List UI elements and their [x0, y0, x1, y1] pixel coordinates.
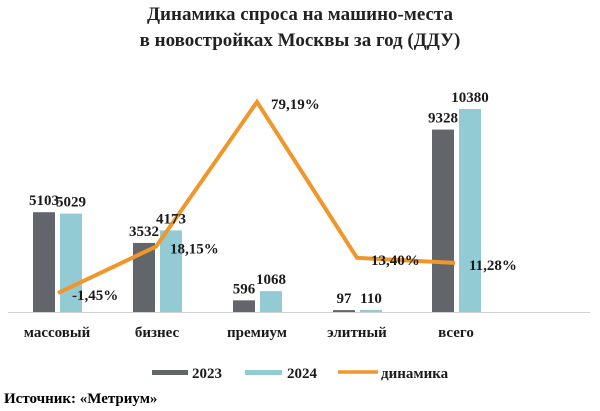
bar-2024-4	[459, 109, 481, 312]
source-note: Источник: «Метриум»	[4, 391, 157, 407]
category-label: бизнес	[135, 325, 180, 341]
chart-title-line-1: Динамика спроса на машино-места	[147, 4, 454, 25]
line-layer	[57, 98, 456, 295]
legend-label-2024: 2024	[287, 366, 318, 382]
bar-value-label: 596	[233, 281, 256, 297]
bar-value-label: 10380	[451, 90, 489, 106]
legend-label-dynamics: динамика	[381, 366, 449, 382]
category-label: премиум	[227, 325, 287, 341]
bar-2023-3	[333, 310, 355, 312]
category-labels: массовый бизнес премиум элитный всего	[24, 325, 474, 341]
bar-2024-3	[360, 309, 382, 312]
bar-value-label: 4173	[156, 211, 186, 227]
dynamics-value-label: 11,28%	[469, 258, 517, 274]
category-label: всего	[438, 325, 474, 341]
bars-layer	[33, 109, 481, 312]
bar-2023-4	[432, 129, 454, 312]
bar-value-label: 97	[337, 291, 353, 307]
category-label: массовый	[24, 325, 91, 341]
bar-value-label: 110	[360, 291, 382, 307]
dynamics-value-label: 79,19%	[271, 97, 320, 113]
dynamics-value-label: 18,15%	[170, 242, 219, 258]
category-label: элитный	[327, 325, 387, 341]
chart-title-line-2: в новостройках Москвы за год (ДДУ)	[140, 30, 461, 51]
bar-2023-0	[33, 212, 55, 312]
dynamics-value-label: 13,40%	[371, 253, 420, 269]
bar-value-label: 1068	[256, 272, 286, 288]
legend-label-2023: 2023	[192, 366, 222, 382]
legend-swatch-2024	[245, 370, 282, 375]
bar-2024-1	[160, 230, 182, 312]
bar-value-label: 5029	[56, 195, 86, 211]
bar-value-label: 9328	[428, 111, 458, 127]
bar-2023-1	[133, 242, 155, 312]
bar-2024-2	[260, 291, 282, 312]
labels-layer: 5103 3532 596 97 9328 5029 4173 1068 110 10380 -1,…	[29, 90, 517, 307]
bar-value-label: 3532	[129, 224, 159, 240]
legend-swatch-2023	[152, 370, 188, 375]
bar-value-label: 5103	[29, 193, 59, 209]
dynamics-value-label: -1,45%	[72, 288, 118, 304]
bar-2023-2	[233, 300, 255, 312]
legend: 2023 2024 динамика	[152, 366, 449, 382]
